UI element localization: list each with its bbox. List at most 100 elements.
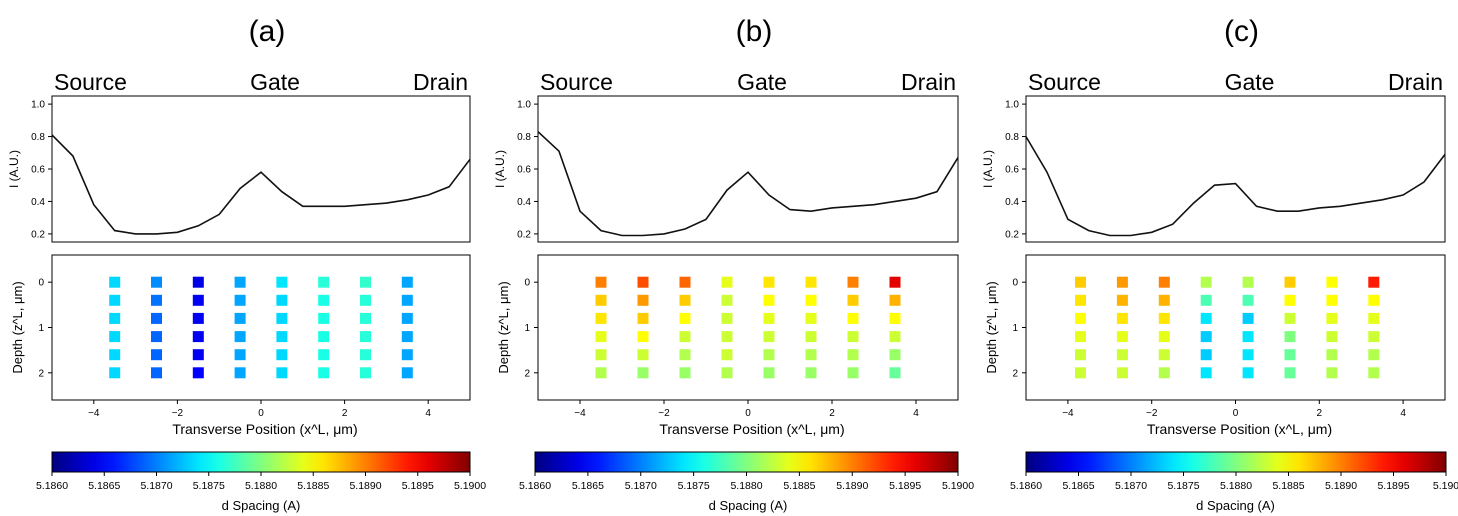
x-tick-label: 2 xyxy=(342,408,348,419)
colorbar-bar xyxy=(51,451,471,473)
colorbar-tick-label: 5.1895 xyxy=(1377,480,1409,492)
heatmap-cell xyxy=(1158,312,1170,324)
heatmap-cell xyxy=(637,367,649,379)
heatmap-cell xyxy=(360,367,371,379)
heatmap-cell xyxy=(889,367,901,379)
y-axis-label: I (A.U.) xyxy=(981,150,995,188)
y-tick-label: 2 xyxy=(38,368,44,379)
heatmap-cell xyxy=(847,349,859,361)
heatmap-cell xyxy=(151,349,162,361)
heatmap-cell xyxy=(1158,349,1170,361)
colorbar-label: d Spacing (A) xyxy=(222,498,301,513)
heatmap-cell xyxy=(889,276,901,288)
heatmap-cell xyxy=(318,312,330,324)
colorbar-bar xyxy=(1025,451,1447,473)
x-tick-label: −2 xyxy=(658,408,670,419)
heatmap-cell xyxy=(1284,331,1296,343)
heatmap-cell xyxy=(889,349,901,361)
heatmap-cell xyxy=(276,276,288,288)
heatmap-cell xyxy=(1326,276,1338,288)
x-tick-label: 2 xyxy=(1317,408,1323,419)
heatmap-cell xyxy=(192,331,204,343)
heatmap-cell xyxy=(401,312,413,324)
heatmap-cell xyxy=(847,367,859,379)
heatmap-cell xyxy=(889,331,901,343)
heatmap-cell xyxy=(234,294,246,306)
heatmap-cell xyxy=(1200,349,1212,361)
heatmap-cell xyxy=(1075,367,1086,379)
colorbar-tick-label: 5.1875 xyxy=(193,480,225,492)
heatmap-cell xyxy=(192,312,204,324)
heatmap-cell xyxy=(805,349,817,361)
y-axis-label: I (A.U.) xyxy=(493,150,507,188)
heatmap-cell xyxy=(637,349,649,361)
heatmap-cell xyxy=(1284,294,1296,306)
heatmap-cell xyxy=(721,331,733,343)
depth-map-chart: 0 1 2 −4 −2 0 2 4 Depth (z^L, μm) Transverse Posi… xyxy=(984,254,1446,437)
x-tick-label: 4 xyxy=(425,408,431,419)
heatmap-cell xyxy=(595,294,607,306)
heatmap-cell xyxy=(192,349,204,361)
heatmap-cell xyxy=(192,367,204,379)
colorbar-tick-label: 5.190 xyxy=(1433,480,1458,492)
y-tick-label: 0.6 xyxy=(1005,165,1019,176)
heatmap-cell xyxy=(109,367,121,379)
heatmap-cell xyxy=(1284,349,1296,361)
heatmap-cell xyxy=(318,367,330,379)
y-tick-label: 0 xyxy=(38,278,44,289)
heatmap-cell xyxy=(805,331,817,343)
heatmap-cell xyxy=(1326,367,1338,379)
heatmap-cell xyxy=(151,276,162,288)
colorbar-tick-label: 5.1890 xyxy=(1325,480,1357,492)
y-tick-label: 1 xyxy=(1012,323,1018,334)
colorbar-tick-label: 5.1880 xyxy=(730,480,762,492)
x-axis-label: Transverse Position (x^L, μm) xyxy=(172,421,357,437)
gate-label: Gate xyxy=(1225,69,1275,95)
y-tick-label: 0.8 xyxy=(1005,132,1019,143)
panel-a: (a) Source Gate Drain 0.2 0.4 0.6 0.8 1.0 I (A.U.… xyxy=(7,15,486,513)
y-tick-label: 0.6 xyxy=(31,165,45,176)
depth-map-chart: 0 1 2 −4 −2 0 2 4 Depth (z^L, μm) Transverse Posi… xyxy=(496,254,959,437)
heatmap-cell xyxy=(401,349,413,361)
colorbar-tick-label: 5.1870 xyxy=(625,480,657,492)
y-tick-label: 0.4 xyxy=(517,197,531,208)
heatmap-cell xyxy=(109,312,121,324)
colorbar-tick-label: 5.1880 xyxy=(245,480,277,492)
heatmap-cell xyxy=(1200,367,1212,379)
heatmap-cell xyxy=(318,331,330,343)
heatmap-cell xyxy=(318,349,330,361)
x-tick-label: 4 xyxy=(913,408,919,419)
y-tick-label: 0 xyxy=(1012,278,1018,289)
x-tick-label: 0 xyxy=(1233,408,1239,419)
y-tick-label: 2 xyxy=(1012,368,1018,379)
heatmap-cell xyxy=(151,294,162,306)
heatmap-cell xyxy=(401,367,413,379)
drain-label: Drain xyxy=(1388,69,1443,95)
heatmap-cell xyxy=(276,367,288,379)
y-axis-label: Depth (z^L, μm) xyxy=(496,281,511,373)
colorbar-tick-label: 5.1885 xyxy=(783,480,815,492)
heatmap-cell xyxy=(1075,294,1086,306)
heatmap-cell xyxy=(1284,312,1296,324)
y-axis-label: I (A.U.) xyxy=(7,150,21,188)
heatmap-cell xyxy=(763,331,775,343)
heatmap-cell xyxy=(1368,367,1380,379)
heatmap-cell xyxy=(360,312,371,324)
heatmap-cell xyxy=(1326,349,1338,361)
heatmap-cell xyxy=(1116,349,1128,361)
heatmap-cell xyxy=(679,276,691,288)
heatmap-cell xyxy=(637,312,649,324)
heatmap-cell xyxy=(679,367,691,379)
x-tick-label: 0 xyxy=(258,408,264,419)
x-tick-label: 2 xyxy=(829,408,835,419)
heatmap-cell xyxy=(401,294,413,306)
heatmap-cell xyxy=(109,294,121,306)
drain-label: Drain xyxy=(413,69,468,95)
heatmap-cell xyxy=(1116,312,1128,324)
colorbar-bar xyxy=(534,451,959,473)
heatmap-cell xyxy=(1242,331,1254,343)
y-tick-label: 0.2 xyxy=(1005,229,1019,240)
heatmap-cell xyxy=(595,276,607,288)
source-label: Source xyxy=(1028,69,1101,95)
